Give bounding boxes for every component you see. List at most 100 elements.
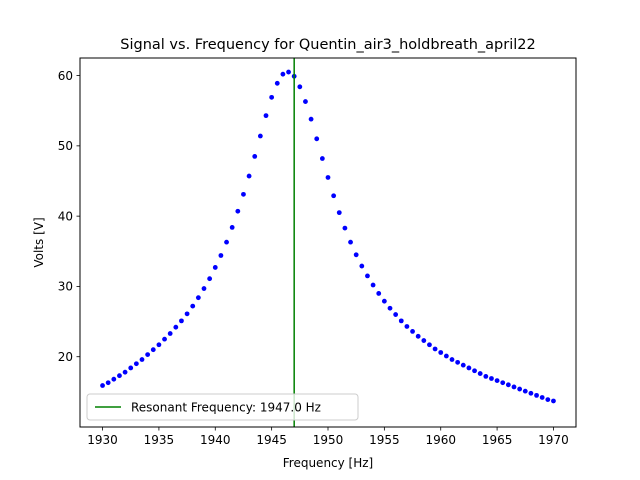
data-point [207, 276, 213, 282]
x-tick-label: 1935 [144, 433, 175, 447]
x-axis-ticks: 1930 1935 1940 1945 1950 1955 1960 1965 1970 [87, 427, 569, 447]
x-tick-label: 1965 [482, 433, 513, 447]
data-point [500, 380, 506, 386]
legend: Resonant Frequency: 1947.0 Hz [86, 393, 359, 421]
data-point [111, 376, 117, 382]
data-point [415, 333, 421, 339]
data-point [376, 291, 382, 296]
data-point [314, 136, 320, 142]
y-tick-label: 20 [58, 350, 73, 364]
data-point [179, 318, 184, 324]
x-tick-label: 1950 [313, 433, 344, 447]
data-point [460, 362, 466, 368]
axes-frame [79, 57, 577, 428]
data-point [297, 84, 303, 90]
data-point [105, 380, 111, 386]
data-point [308, 116, 314, 122]
data-point [381, 298, 387, 304]
data-point [528, 390, 534, 396]
data-point [286, 69, 291, 75]
data-point [156, 342, 162, 348]
y-tick-label: 60 [58, 69, 73, 83]
data-point [201, 286, 207, 291]
y-tick-label: 30 [58, 280, 73, 294]
data-point [477, 371, 483, 376]
data-point [319, 156, 325, 161]
data-point [162, 336, 167, 342]
data-point [494, 378, 500, 384]
data-point [252, 154, 258, 159]
data-point [325, 175, 331, 180]
y-axis-ticks: 20 30 40 50 60 [58, 69, 80, 364]
data-point [365, 273, 370, 279]
data-point [398, 318, 404, 324]
data-point [212, 265, 218, 270]
data-point [263, 113, 269, 119]
data-point [173, 324, 179, 330]
data-point [184, 311, 190, 317]
data-point [438, 350, 444, 355]
data-point [539, 395, 545, 400]
data-point [342, 225, 348, 231]
data-point [303, 99, 308, 104]
legend-label: Resonant Frequency: 1947.0 Hz [131, 401, 321, 415]
y-tick-label: 50 [58, 139, 73, 153]
data-point [387, 305, 393, 311]
y-axis-label: Volts [V] [32, 217, 46, 267]
data-point [133, 361, 139, 367]
data-point [410, 329, 415, 334]
data-point [229, 224, 235, 230]
data-point [348, 239, 353, 245]
data-point [167, 331, 173, 336]
data-point [427, 342, 432, 348]
data-point [274, 80, 280, 86]
data-point [393, 312, 399, 317]
x-tick-label: 1930 [87, 433, 118, 447]
x-tick-label: 1945 [256, 433, 287, 447]
data-point [246, 173, 252, 179]
data-point [551, 398, 556, 404]
data-point [534, 392, 539, 398]
data-point [122, 369, 128, 375]
data-point [117, 373, 122, 379]
data-point [195, 295, 201, 301]
data-point [404, 324, 410, 329]
data-point [421, 338, 427, 343]
data-point [522, 388, 528, 394]
data-point [517, 386, 523, 392]
data-point [331, 193, 337, 199]
y-tick-label: 40 [58, 209, 73, 223]
data-point [466, 365, 472, 371]
data-point [359, 263, 365, 269]
legend-box [86, 393, 359, 421]
data-point [472, 368, 477, 374]
data-point [145, 352, 151, 358]
data-point [128, 365, 134, 371]
x-tick-label: 1940 [200, 433, 231, 447]
data-point [545, 397, 551, 402]
data-point [100, 383, 105, 388]
data-point [280, 71, 286, 77]
data-point [139, 357, 145, 362]
data-point [336, 210, 342, 216]
data-point [449, 357, 455, 362]
data-point [269, 94, 275, 100]
data-point [370, 282, 376, 288]
data-point [443, 353, 449, 359]
x-axis-label: Frequency [Hz] [283, 456, 374, 470]
x-tick-label: 1960 [425, 433, 456, 447]
data-point [432, 346, 438, 352]
data-point [511, 384, 517, 390]
data-point [224, 239, 229, 245]
data-point [235, 208, 241, 214]
data-point [257, 133, 263, 139]
data-point [190, 303, 196, 309]
plot-area [100, 58, 556, 427]
data-point [218, 253, 224, 258]
data-point [455, 359, 461, 365]
data-point [505, 382, 511, 388]
data-point [241, 191, 246, 197]
chart-title: Signal vs. Frequency for Quentin_air3_ho… [120, 37, 535, 53]
x-tick-label: 1970 [538, 433, 569, 447]
